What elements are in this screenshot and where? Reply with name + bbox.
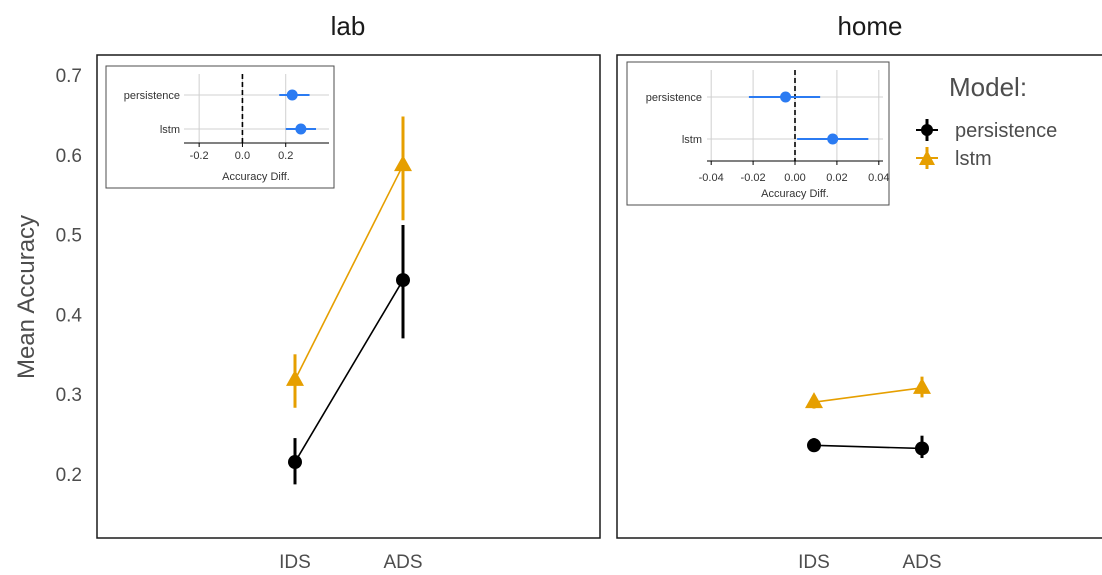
inset-x-tick-label: 0.0 — [235, 150, 250, 162]
inset-point — [295, 123, 307, 135]
inset-point — [780, 91, 792, 103]
inset-x-tick-label: 0.02 — [826, 172, 847, 184]
inset-x-tick-label: -0.02 — [741, 172, 766, 184]
inset-row-label: persistence — [646, 92, 702, 104]
series-line-lstm — [294, 164, 404, 381]
x-tick-label: ADS — [902, 552, 941, 573]
legend: Model: persistence lstm — [916, 72, 1057, 170]
y-tick-label: 0.3 — [56, 385, 82, 406]
inset-x-tick-label: 0.00 — [784, 172, 805, 184]
panel-home-x-ticks: IDS ADS — [798, 552, 941, 573]
x-tick-label: ADS — [383, 552, 422, 573]
data-point-persistence — [915, 441, 929, 456]
series-line-persistence — [813, 444, 923, 450]
panel-lab-marks — [286, 116, 412, 485]
inset-point — [286, 89, 298, 101]
legend-title: Model: — [949, 72, 1027, 102]
panel-frame-lab — [96, 54, 601, 539]
data-point-lstm — [394, 155, 412, 172]
y-tick-label: 0.2 — [56, 465, 82, 486]
y-tick-label: 0.5 — [56, 226, 82, 247]
panel-lab-x-ticks: IDS ADS — [279, 552, 422, 573]
inset-frame-home — [626, 61, 890, 206]
legend-label-lstm: lstm — [955, 148, 992, 170]
legend-label-persistence: persistence — [955, 120, 1057, 142]
data-point-lstm — [913, 377, 931, 394]
y-axis-ticks: 0.2 0.3 0.4 0.5 0.6 0.7 — [56, 66, 83, 486]
inset-xlabel-home: Accuracy Diff. — [761, 188, 829, 200]
inset-point — [827, 133, 839, 145]
panel-lab: lab IDS ADS Accuracy Diff. -0.2 0.0 0.2 pers… — [96, 11, 601, 573]
panel-title-lab: lab — [331, 11, 366, 41]
data-point-persistence — [807, 438, 821, 453]
y-tick-label: 0.7 — [56, 66, 82, 87]
x-tick-label: IDS — [279, 552, 311, 573]
data-point-persistence — [396, 273, 410, 288]
data-point-persistence — [288, 455, 302, 470]
inset-x-tick-label: -0.2 — [190, 150, 209, 162]
inset-xlabel-lab: Accuracy Diff. — [222, 171, 290, 183]
legend-key-lstm — [916, 147, 938, 169]
series-line-lstm — [813, 387, 923, 403]
series-line-persistence — [294, 279, 404, 463]
y-tick-label: 0.4 — [56, 305, 83, 326]
inset-lab: Accuracy Diff. -0.2 0.0 0.2 persistence lstm — [105, 65, 335, 189]
data-point-lstm — [286, 369, 304, 386]
x-tick-label: IDS — [798, 552, 830, 573]
y-axis-label: Mean Accuracy — [13, 215, 40, 379]
panel-home: home IDS ADS Accuracy Diff. -0.04 -0.02 0.0… — [616, 11, 1102, 573]
inset-x-tick-label: 0.04 — [868, 172, 889, 184]
inset-x-tick-label: 0.2 — [278, 150, 293, 162]
inset-row-label: lstm — [160, 124, 180, 136]
inset-x-tick-label: -0.04 — [699, 172, 724, 184]
panel-home-marks — [805, 376, 931, 459]
y-tick-label: 0.6 — [56, 146, 82, 167]
inset-row-label: persistence — [124, 90, 180, 102]
panel-frame-home — [616, 54, 1102, 539]
inset-home: Accuracy Diff. -0.04 -0.02 0.00 0.02 0.04 per… — [626, 61, 890, 206]
inset-row-label: lstm — [682, 134, 702, 146]
panel-title-home: home — [837, 11, 902, 41]
data-point-lstm — [805, 392, 823, 409]
legend-key-persistence — [916, 119, 938, 141]
